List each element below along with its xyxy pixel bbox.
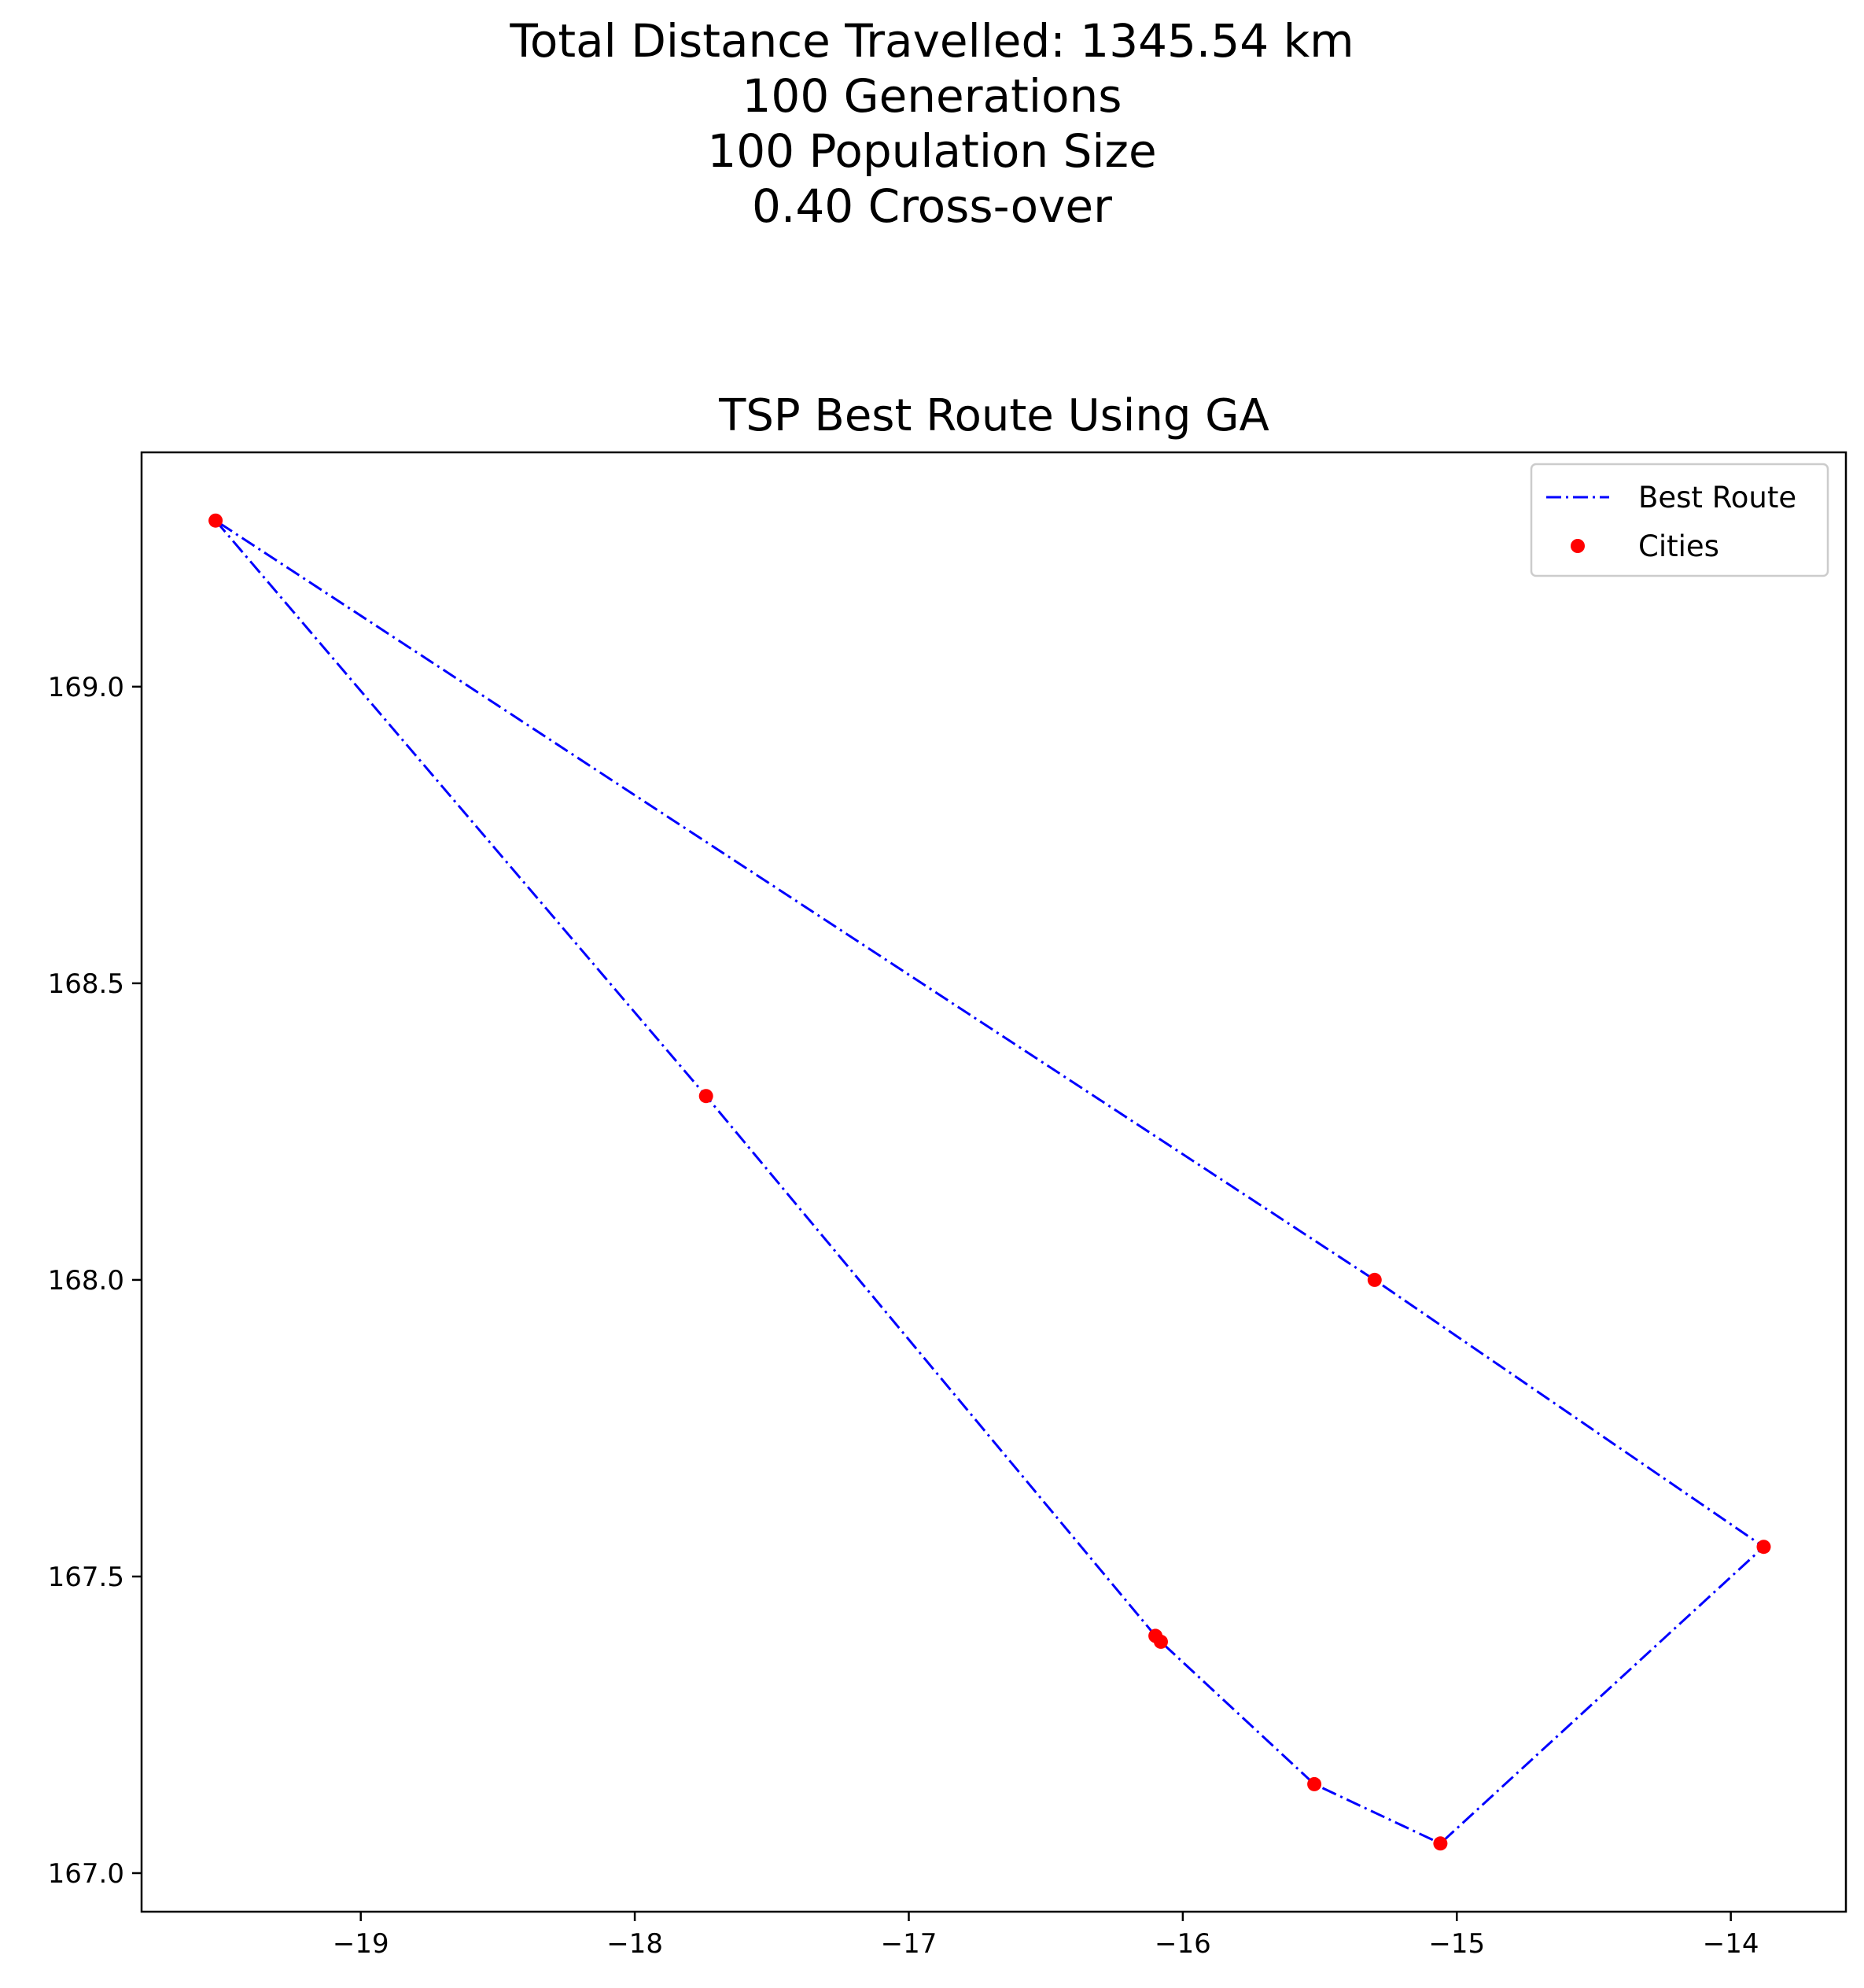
suptitle-line-1: Total Distance Travelled: 1345.54 km: [509, 14, 1354, 68]
suptitle-line-2: 100 Generations: [742, 69, 1122, 123]
x-tick-label: −16: [1155, 1928, 1211, 1960]
x-tick-label: −14: [1703, 1928, 1759, 1960]
city-point-7: [1756, 1540, 1771, 1555]
chart-title: TSP Best Route Using GA: [718, 390, 1269, 441]
y-tick-label: 169.0: [48, 672, 124, 703]
legend-box: [1530, 463, 1829, 577]
y-tick-label: 168.5: [48, 968, 124, 1000]
x-tick-label: −19: [333, 1928, 389, 1960]
city-point-4: [1154, 1634, 1168, 1649]
y-tick-label: 167.0: [48, 1858, 124, 1890]
suptitle-line-4: 0.40 Cross-over: [752, 179, 1112, 233]
y-tick-label: 167.5: [48, 1562, 124, 1593]
city-point-2: [698, 1089, 713, 1104]
x-tick-label: −15: [1428, 1928, 1485, 1960]
legend-label-cities: Cities: [1638, 529, 1719, 563]
x-tick-label: −17: [881, 1928, 938, 1960]
axes: −19 −18 −17 −16 −15 −14 167.0 167.5 168.0 168.5 16…: [48, 451, 1847, 1960]
x-tick-label: −18: [606, 1928, 663, 1960]
city-point-5: [1307, 1776, 1322, 1791]
axes-frame: [140, 451, 1847, 1913]
y-tick-label: 168.0: [48, 1265, 124, 1296]
best-route-line: [214, 519, 1765, 1845]
city-point-1: [208, 513, 223, 528]
plot-area: [208, 513, 1771, 1851]
city-point-6: [1433, 1836, 1448, 1851]
legend-marker-swatch: [1571, 539, 1585, 553]
legend: Best Route Cities: [1530, 463, 1829, 577]
legend-label-best-route: Best Route: [1638, 481, 1796, 515]
suptitle-line-3: 100 Population Size: [707, 124, 1156, 178]
city-point-8: [1367, 1272, 1382, 1287]
